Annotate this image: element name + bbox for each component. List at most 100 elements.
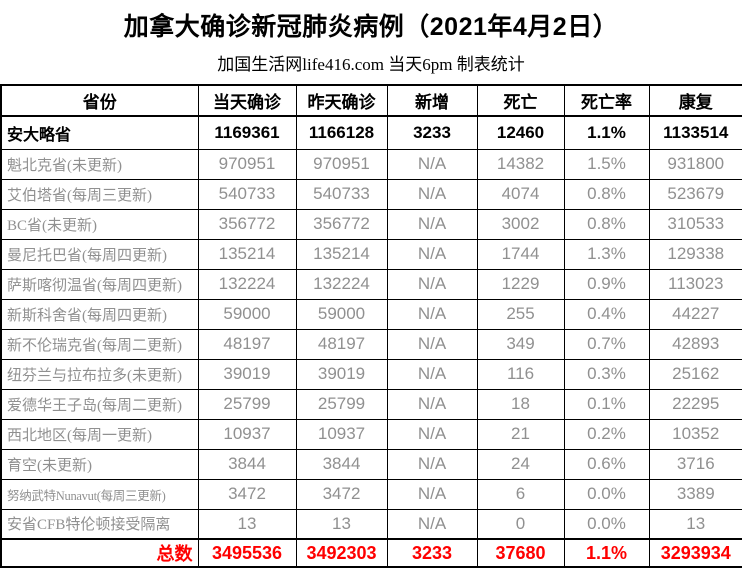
cell-province: 努纳武特Nunavut(每周三更新) xyxy=(0,478,199,510)
cell-yesterday-confirmed: 3844 xyxy=(295,448,388,480)
cell-recovered: 129338 xyxy=(648,238,742,270)
cell-new-cases: N/A xyxy=(386,328,478,360)
cell-province: 爱德华王子岛(每周二更新) xyxy=(0,388,199,420)
cell-recovered: 310533 xyxy=(648,208,742,240)
cell-today-confirmed: 48197 xyxy=(197,328,297,360)
cell-death-rate: 0.1% xyxy=(563,388,650,420)
cell-deaths: 6 xyxy=(476,478,565,510)
col-header-death-rate: 死亡率 xyxy=(563,84,650,117)
cell-deaths: 18 xyxy=(476,388,565,420)
col-header-yesterday-confirmed: 昨天确诊 xyxy=(295,84,388,117)
cell-province: BC省(未更新) xyxy=(0,208,199,240)
cell-province: 育空(未更新) xyxy=(0,448,199,480)
table-row: 安大略省 1169361 1166128 3233 12460 1.1% 1133514 xyxy=(0,115,742,150)
cell-new-cases: 3233 xyxy=(386,115,478,150)
cell-yesterday-confirmed: 135214 xyxy=(295,238,388,270)
cell-new-cases: N/A xyxy=(386,508,478,540)
cell-deaths: 349 xyxy=(476,328,565,360)
cell-recovered: 10352 xyxy=(648,418,742,450)
cell-new-cases: N/A xyxy=(386,388,478,420)
cell-new-cases: N/A xyxy=(386,178,478,210)
site-credit-subtitle: 加国生活网life416.com 当天6pm 制表统计 xyxy=(217,55,525,74)
cell-recovered: 44227 xyxy=(648,298,742,330)
cell-death-rate: 0.8% xyxy=(563,208,650,240)
page: 加拿大确诊新冠肺炎病例（2021年4月2日） 加国生活网life416.com … xyxy=(0,7,742,569)
table-row: 西北地区(每周一更新) 10937 10937 N/A 21 0.2% 10352 xyxy=(0,418,742,450)
cell-deaths: 3002 xyxy=(476,208,565,240)
table-row: 艾伯塔省(每周三更新) 540733 540733 N/A 4074 0.8% 523679 xyxy=(0,178,742,210)
cell-province: 萨斯喀彻温省(每周四更新) xyxy=(0,268,199,300)
table-footer: 总数 3495536 3492303 3233 37680 1.1% 32939… xyxy=(0,538,742,568)
page-title: 加拿大确诊新冠肺炎病例（2021年4月2日） xyxy=(123,13,619,41)
cell-yesterday-confirmed: 540733 xyxy=(295,178,388,210)
cell-province: 曼尼托巴省(每周四更新) xyxy=(0,238,199,270)
total-today-confirmed: 3495536 xyxy=(197,538,297,568)
cell-death-rate: 0.8% xyxy=(563,178,650,210)
cell-yesterday-confirmed: 970951 xyxy=(295,148,388,180)
cell-today-confirmed: 356772 xyxy=(197,208,297,240)
cell-new-cases: N/A xyxy=(386,298,478,330)
cell-recovered: 113023 xyxy=(648,268,742,300)
total-yesterday-confirmed: 3492303 xyxy=(295,538,388,568)
cell-death-rate: 0.0% xyxy=(563,508,650,540)
cell-deaths: 0 xyxy=(476,508,565,540)
cell-province: 西北地区(每周一更新) xyxy=(0,418,199,450)
cell-yesterday-confirmed: 10937 xyxy=(295,418,388,450)
cell-province: 新斯科舍省(每周四更新) xyxy=(0,298,199,330)
cell-recovered: 523679 xyxy=(648,178,742,210)
col-header-deaths: 死亡 xyxy=(476,84,565,117)
cell-today-confirmed: 540733 xyxy=(197,178,297,210)
cell-recovered: 13 xyxy=(648,508,742,540)
cell-death-rate: 1.1% xyxy=(563,115,650,150)
table-body: 安大略省 1169361 1166128 3233 12460 1.1% 1133514 魁北… xyxy=(0,115,742,540)
cell-deaths: 255 xyxy=(476,298,565,330)
cell-today-confirmed: 10937 xyxy=(197,418,297,450)
cell-province: 魁北克省(未更新) xyxy=(0,148,199,180)
cell-yesterday-confirmed: 39019 xyxy=(295,358,388,390)
cell-death-rate: 0.7% xyxy=(563,328,650,360)
cell-today-confirmed: 39019 xyxy=(197,358,297,390)
cell-province: 纽芬兰与拉布拉多(未更新) xyxy=(0,358,199,390)
cell-recovered: 3389 xyxy=(648,478,742,510)
cell-recovered: 25162 xyxy=(648,358,742,390)
cell-death-rate: 0.4% xyxy=(563,298,650,330)
cell-deaths: 12460 xyxy=(476,115,565,150)
cell-deaths: 14382 xyxy=(476,148,565,180)
cell-today-confirmed: 13 xyxy=(197,508,297,540)
cell-deaths: 1744 xyxy=(476,238,565,270)
table-row: 安省CFB特伦顿接受隔离 13 13 N/A 0 0.0% 13 xyxy=(0,508,742,540)
cell-today-confirmed: 59000 xyxy=(197,298,297,330)
cell-today-confirmed: 3844 xyxy=(197,448,297,480)
cell-today-confirmed: 135214 xyxy=(197,238,297,270)
cell-today-confirmed: 1169361 xyxy=(197,115,297,150)
cell-yesterday-confirmed: 48197 xyxy=(295,328,388,360)
header-row: 省份 当天确诊 昨天确诊 新增 死亡 死亡率 康复 xyxy=(0,84,742,117)
table-row: 爱德华王子岛(每周二更新) 25799 25799 N/A 18 0.1% 22295 xyxy=(0,388,742,420)
table-row: 育空(未更新) 3844 3844 N/A 24 0.6% 3716 xyxy=(0,448,742,480)
covid-stats-table: 省份 当天确诊 昨天确诊 新增 死亡 死亡率 康复 安大略省 1169361 116… xyxy=(0,84,742,568)
table-row: 纽芬兰与拉布拉多(未更新) 39019 39019 N/A 116 0.3% 25162 xyxy=(0,358,742,390)
cell-new-cases: N/A xyxy=(386,148,478,180)
cell-new-cases: N/A xyxy=(386,358,478,390)
cell-new-cases: N/A xyxy=(386,208,478,240)
total-deaths: 37680 xyxy=(476,538,565,568)
cell-today-confirmed: 25799 xyxy=(197,388,297,420)
cell-death-rate: 1.5% xyxy=(563,148,650,180)
cell-new-cases: N/A xyxy=(386,268,478,300)
col-header-recovered: 康复 xyxy=(648,84,742,117)
cell-deaths: 24 xyxy=(476,448,565,480)
cell-new-cases: N/A xyxy=(386,418,478,450)
cell-province: 艾伯塔省(每周三更新) xyxy=(0,178,199,210)
total-recovered: 3293934 xyxy=(648,538,742,568)
cell-province: 安大略省 xyxy=(0,115,199,150)
table-row: 新斯科舍省(每周四更新) 59000 59000 N/A 255 0.4% 44227 xyxy=(0,298,742,330)
cell-death-rate: 1.3% xyxy=(563,238,650,270)
cell-recovered: 3716 xyxy=(648,448,742,480)
col-header-province: 省份 xyxy=(0,84,199,117)
cell-yesterday-confirmed: 59000 xyxy=(295,298,388,330)
total-new-cases: 3233 xyxy=(386,538,478,568)
cell-death-rate: 0.3% xyxy=(563,358,650,390)
cell-yesterday-confirmed: 132224 xyxy=(295,268,388,300)
table-header: 省份 当天确诊 昨天确诊 新增 死亡 死亡率 康复 xyxy=(0,84,742,117)
cell-recovered: 22295 xyxy=(648,388,742,420)
